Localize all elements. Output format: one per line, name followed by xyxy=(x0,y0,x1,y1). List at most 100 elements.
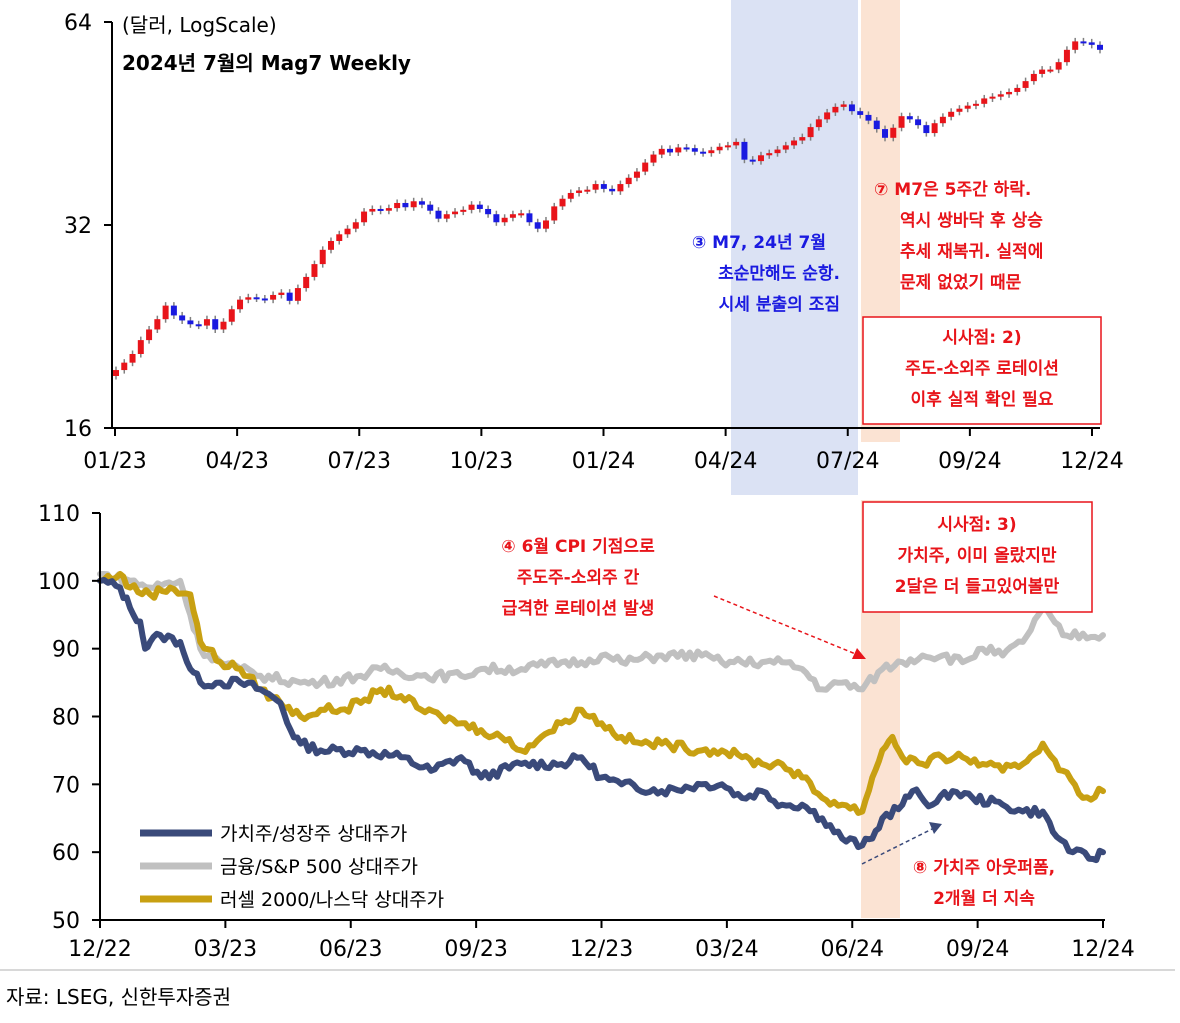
candle-body xyxy=(1047,69,1054,72)
annotation-8: ⑧ 가치주 아웃퍼폼, 2개월 더 지속 xyxy=(913,858,1055,909)
annotation-3-line-2: 초순만해도 순항. xyxy=(718,263,840,284)
candle-body xyxy=(418,201,425,205)
candle-body xyxy=(261,298,268,301)
candle-body xyxy=(757,155,764,162)
candle-body xyxy=(443,214,450,219)
top-x-tick-label: 10/23 xyxy=(450,449,513,474)
candle-body xyxy=(956,108,963,112)
bottom-x-tick-label: 06/24 xyxy=(821,937,884,962)
annotation-7: ⑦ M7은 5주간 하락. 역시 쌍바닥 후 상승 추세 재복귀. 실적에 문제… xyxy=(874,180,1043,293)
candle-body xyxy=(394,202,401,209)
candle-body xyxy=(427,204,434,211)
top-highlight-blue xyxy=(731,0,858,495)
candle-body xyxy=(948,111,955,117)
candle-body xyxy=(195,324,202,327)
annotation-4-arrow xyxy=(713,595,859,656)
candle-body xyxy=(361,211,368,223)
candle-body xyxy=(915,119,922,126)
legend-label-russell: 러셀 2000/나스닥 상대주가 xyxy=(220,889,444,911)
bottom-x-ticks: 12/22 03/23 06/23 09/23 12/23 03/24 06/24 09/24… xyxy=(68,920,1135,962)
candle-body xyxy=(989,96,996,99)
candle-body xyxy=(733,141,740,146)
candle-body xyxy=(791,140,798,146)
candle-body xyxy=(203,319,210,326)
bottom-y-tick-label: 80 xyxy=(52,706,80,731)
candle-body xyxy=(303,276,310,289)
series-line xyxy=(97,571,1106,693)
candle-body xyxy=(642,162,649,172)
candle-body xyxy=(766,153,773,156)
candle-body xyxy=(518,213,525,216)
bottom-y-tick-label: 100 xyxy=(38,570,80,595)
candle-body xyxy=(1063,49,1070,63)
annotation-7-line-4: 문제 없었기 때문 xyxy=(900,272,1022,293)
candle-body xyxy=(906,116,913,120)
bottom-lines xyxy=(97,571,1106,864)
candle-body xyxy=(220,321,227,330)
candle-body xyxy=(633,171,640,178)
annotation-7-line-2: 역시 쌍바닥 후 상승 xyxy=(900,210,1043,231)
top-y-tick-label: 64 xyxy=(64,11,92,36)
candle-body xyxy=(873,120,880,130)
candle-body xyxy=(294,288,301,301)
candle-body xyxy=(1088,42,1095,45)
candle-body xyxy=(625,177,632,185)
candle-body xyxy=(848,104,855,112)
implication-box-2: 시사점: 2) 주도-소외주 로테이션 이후 실적 확인 필요 xyxy=(862,316,1102,425)
candle-body xyxy=(146,329,153,341)
annotation-7-line-3: 추세 재복귀. 실적에 xyxy=(900,242,1043,262)
candle-body xyxy=(567,192,574,199)
bottom-x-tick-label: 12/23 xyxy=(570,937,633,962)
candle-body xyxy=(228,309,235,322)
top-chart: 16 32 64 01/23 04/23 07/23 10/23 01/24 04/24 07/… xyxy=(64,0,1124,495)
bottom-x-tick-label: 03/24 xyxy=(695,937,758,962)
candle-body xyxy=(749,159,756,162)
candle-body xyxy=(212,319,219,330)
candle-body xyxy=(1006,91,1013,95)
candle-body xyxy=(592,184,599,190)
bottom-y-tick-label: 70 xyxy=(52,773,80,798)
top-x-tick-label: 01/24 xyxy=(572,449,635,474)
candle-body xyxy=(584,189,591,192)
candle-body xyxy=(551,206,558,221)
candle-body xyxy=(650,154,657,163)
candle-body xyxy=(576,190,583,193)
candle-body xyxy=(700,151,707,154)
candle-body xyxy=(311,264,318,277)
candle-body xyxy=(534,222,541,229)
candle-body xyxy=(609,188,616,192)
candle-body xyxy=(336,234,343,241)
top-x-ticks: 01/23 04/23 07/23 10/23 01/24 04/24 07/24 09/24… xyxy=(83,428,1124,474)
source-note: 자료: LSEG, 신한투자증권 xyxy=(6,985,231,1009)
top-candles xyxy=(113,37,1103,380)
candle-body xyxy=(865,114,872,121)
candle-body xyxy=(923,125,930,134)
candle-body xyxy=(832,106,839,113)
implication-box-2-line-1: 시사점: 2) xyxy=(942,328,1021,348)
candle-body xyxy=(658,148,665,155)
candle-body xyxy=(724,145,731,148)
candle-body xyxy=(815,119,822,128)
bottom-x-tick-label: 09/23 xyxy=(444,937,507,962)
annotation-4-arrowhead xyxy=(852,648,866,659)
candle-body xyxy=(1022,81,1029,88)
candle-body xyxy=(559,198,566,207)
candle-body xyxy=(617,184,624,192)
top-y-ticks: 16 32 64 xyxy=(64,11,112,442)
candle-body xyxy=(270,294,277,300)
candle-body xyxy=(972,103,979,106)
top-y-tick-label: 32 xyxy=(64,214,92,239)
candle-body xyxy=(369,208,376,212)
implication-box-3-line-1: 시사점: 3) xyxy=(937,515,1016,535)
top-x-tick-label: 09/24 xyxy=(938,449,1001,474)
bottom-x-tick-label: 03/23 xyxy=(194,937,257,962)
candle-body xyxy=(121,362,128,371)
candle-body xyxy=(667,148,674,153)
candle-body xyxy=(170,305,177,316)
annotation-4-line-1: ④ 6월 CPI 기점으로 xyxy=(501,537,655,557)
candle-body xyxy=(501,217,508,223)
candle-body xyxy=(402,202,409,208)
candle-body xyxy=(857,111,864,115)
candle-body xyxy=(898,116,905,128)
implication-box-2-line-3: 이후 실적 확인 필요 xyxy=(911,389,1054,410)
